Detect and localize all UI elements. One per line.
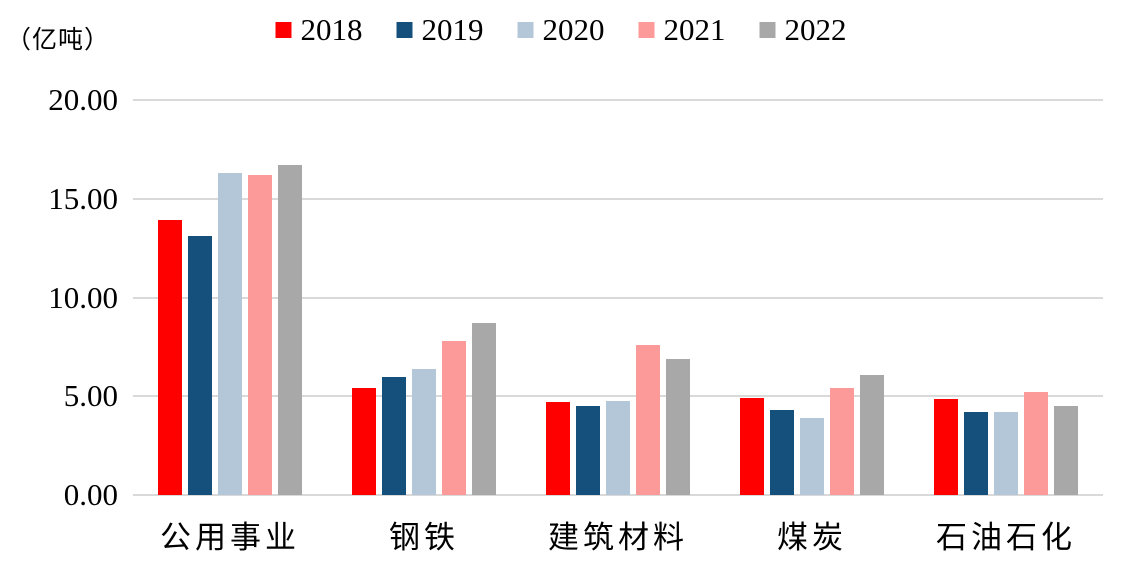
bar-2020-石油石化 [994,412,1018,495]
bar-2020-公用事业 [218,173,242,495]
y-axis-unit-label: （亿吨） [6,27,111,54]
x-axis-label-煤炭: 煤炭 [777,520,847,555]
gridline-10 [133,296,1103,299]
legend-item-2022: 2022 [759,12,847,48]
bar-2019-石油石化 [964,412,988,495]
legend-swatch-icon [759,22,776,38]
bar-2018-公用事业 [158,220,182,495]
bar-group-钢铁 [327,100,521,495]
legend-item-2019: 2019 [396,12,484,48]
legend-swatch-icon [396,22,413,38]
legend-label: 2019 [421,12,484,47]
legend-swatch-icon [275,22,292,38]
bar-2019-公用事业 [188,236,212,495]
bar-2018-钢铁 [352,388,376,495]
bar-2018-建筑材料 [546,402,570,495]
bar-2021-公用事业 [248,175,272,495]
bar-group-石油石化 [909,100,1103,495]
y-tick-label: 5.00 [63,378,118,414]
bar-2020-建筑材料 [606,401,630,495]
legend-item-2020: 2020 [517,12,605,48]
x-axis-label-建筑材料: 建筑材料 [548,520,688,555]
bar-2022-建筑材料 [666,358,690,495]
bar-2020-煤炭 [800,417,824,495]
bar-2018-煤炭 [740,398,764,495]
gridline-15 [133,197,1103,200]
legend-swatch-icon [517,22,534,38]
bar-group-建筑材料 [521,100,715,495]
x-axis-label-石油石化: 石油石化 [936,520,1076,555]
x-axis-label-钢铁: 钢铁 [389,520,459,555]
legend-label: 2020 [542,12,605,47]
gridline-5 [133,395,1103,398]
legend-item-2021: 2021 [638,12,726,48]
bar-2021-建筑材料 [636,344,660,495]
bar-2021-钢铁 [442,340,466,495]
bar-2020-钢铁 [412,368,436,495]
legend: 2018 2019 2020 2021 2022 [275,12,847,48]
y-tick-label: 0.00 [63,477,118,512]
bar-2022-煤炭 [860,374,884,495]
bar-2018-石油石化 [934,399,958,495]
x-axis: 公用事业 钢铁 建筑材料 煤炭 石油石化 [133,512,1103,557]
bar-2021-煤炭 [830,388,854,495]
bar-group-公用事业 [133,100,327,495]
legend-swatch-icon [638,22,655,38]
bar-2021-石油石化 [1024,392,1048,495]
legend-label: 2021 [663,12,726,47]
bar-2022-钢铁 [472,323,496,495]
legend-item-2018: 2018 [275,12,363,48]
plot-area [133,99,1103,496]
y-tick-label: 15.00 [48,180,118,216]
bar-2019-建筑材料 [576,406,600,495]
y-axis: 0.00 5.00 10.00 15.00 20.00 [0,82,118,512]
bar-2019-钢铁 [382,376,406,495]
bar-2022-公用事业 [278,165,302,495]
legend-label: 2018 [300,12,363,47]
bar-2022-石油石化 [1054,406,1078,495]
y-tick-label: 20.00 [48,82,118,117]
y-tick-label: 10.00 [48,279,118,315]
x-axis-label-公用事业: 公用事业 [160,520,300,555]
bar-2019-煤炭 [770,410,794,495]
gridline-0 [133,494,1103,496]
bar-group-煤炭 [715,100,909,495]
gridline-20 [133,99,1103,101]
legend-label: 2022 [784,12,847,47]
